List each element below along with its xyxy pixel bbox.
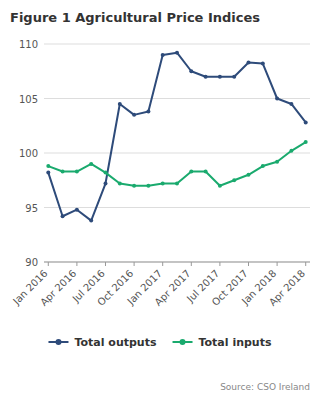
point [118,102,122,106]
point [304,140,308,144]
point [275,160,279,164]
point [189,170,193,174]
x-tick-label: Apr 2016 [38,268,78,308]
point [118,182,122,186]
legend-label: Total inputs [199,336,272,349]
series-line [48,53,305,221]
point [275,97,279,101]
x-tick [134,262,135,266]
x-tick-label: Apr 2018 [267,268,307,308]
x-tick-label: Apr 2017 [152,268,192,308]
grid-line [44,44,310,45]
point [204,170,208,174]
point [75,170,79,174]
point [261,164,265,168]
x-axis [44,262,310,263]
point [289,149,293,153]
point [103,171,107,175]
source: Source: CSO Ireland [220,382,310,392]
grid-line [44,98,310,99]
point [218,75,222,79]
x-tick [105,262,106,266]
point [304,120,308,124]
x-tick [277,262,278,266]
point [103,182,107,186]
point [161,182,165,186]
point [247,173,251,177]
point [146,184,150,188]
y-tick-label: 90 [25,257,38,268]
point [89,162,93,166]
point [232,75,236,79]
legend-marker [55,339,61,345]
point [261,62,265,66]
point [175,182,179,186]
chart: Figure 1 Agricultural Price Indices 90 95 1… [0,0,320,400]
y-tick-label: 105 [19,94,38,105]
legend: Total outputs Total inputs [48,336,271,349]
point [146,110,150,114]
y-tick-label: 110 [19,39,38,50]
point [89,219,93,223]
grid-line [44,207,310,208]
point [189,69,193,73]
grid-line [44,262,310,263]
point [218,184,222,188]
x-tick [248,262,249,266]
y-tick-label: 95 [25,203,38,214]
point [75,208,79,212]
legend-marker [180,339,186,345]
x-tick [219,262,220,266]
x-tick [191,262,192,266]
point [175,51,179,55]
point [161,53,165,57]
x-tick [305,262,306,266]
series-line [48,142,305,186]
title: Figure 1 Agricultural Price Indices [10,10,260,25]
y-tick-label: 100 [19,148,38,159]
legend-label: Total outputs [74,336,156,349]
point [61,214,65,218]
point [232,178,236,182]
x-tick [48,262,49,266]
plot-area [46,51,307,223]
point [132,184,136,188]
x-tick [162,262,163,266]
point [132,113,136,117]
point [204,75,208,79]
point [247,61,251,65]
point [46,171,50,175]
point [289,102,293,106]
point [61,170,65,174]
point [46,164,50,168]
x-tick [76,262,77,266]
grid-line [44,153,310,154]
